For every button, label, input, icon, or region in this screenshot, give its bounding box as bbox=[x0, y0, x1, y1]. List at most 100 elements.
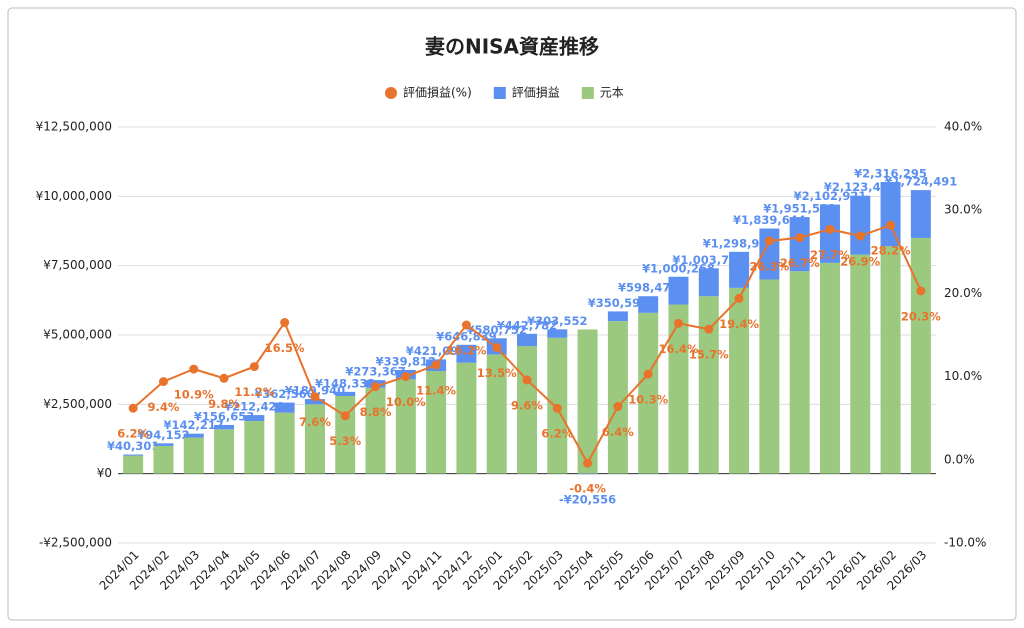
y2-tick-label: -10.0% bbox=[944, 536, 986, 550]
bar-value-label: ¥421,098 bbox=[406, 344, 466, 358]
line-point bbox=[825, 224, 835, 234]
bar bbox=[153, 443, 174, 446]
bar-value-label: ¥2,316,295 bbox=[854, 167, 927, 181]
line-point bbox=[310, 392, 320, 402]
line-point bbox=[673, 318, 683, 328]
line-value-label: 7.6% bbox=[299, 415, 331, 429]
line-value-label: 26.9% bbox=[840, 254, 880, 268]
line-value-label: 6.2% bbox=[541, 427, 573, 441]
bar-value-label: ¥142,217 bbox=[164, 418, 224, 432]
line-value-label: 15.7% bbox=[689, 348, 729, 362]
bar bbox=[183, 437, 204, 474]
line-value-label: 26.7% bbox=[780, 256, 820, 270]
line-value-label: 16.4% bbox=[659, 342, 699, 356]
bar-value-label: ¥303,552 bbox=[527, 314, 587, 328]
bar bbox=[517, 333, 537, 347]
bar-value-label: ¥442,782 bbox=[497, 318, 557, 332]
bar bbox=[880, 246, 901, 474]
y-tick-label: ¥12,500,000 bbox=[36, 120, 112, 134]
y2-tick-label: 40.0% bbox=[944, 120, 982, 134]
bar-value-label: ¥1,839,644 bbox=[733, 213, 806, 227]
bar bbox=[244, 415, 265, 421]
legend-label: 評価損益(%) bbox=[403, 85, 472, 100]
bar bbox=[910, 237, 931, 474]
bar bbox=[668, 276, 689, 305]
line-value-label: 13.5% bbox=[477, 366, 517, 380]
line-point bbox=[371, 382, 381, 392]
line-value-label: 20.3% bbox=[901, 309, 941, 323]
bar bbox=[638, 312, 659, 474]
bar-value-label: ¥189,940 bbox=[285, 384, 345, 398]
bar bbox=[698, 268, 719, 297]
line-value-label: -0.4% bbox=[569, 482, 606, 496]
bar bbox=[365, 387, 386, 474]
line-point bbox=[583, 458, 593, 468]
bar bbox=[577, 473, 598, 475]
bar bbox=[214, 429, 235, 474]
line-value-label: 28.2% bbox=[871, 244, 911, 258]
y2-tick-label: 0.0% bbox=[944, 452, 975, 466]
line-value-label: 10.9% bbox=[174, 388, 214, 402]
bar bbox=[638, 296, 659, 313]
line-point bbox=[189, 364, 199, 374]
bar bbox=[426, 371, 447, 474]
line-point bbox=[734, 293, 744, 303]
line-point bbox=[522, 375, 532, 385]
legend-swatch bbox=[493, 87, 506, 99]
line-point bbox=[552, 403, 562, 413]
bar bbox=[244, 420, 265, 474]
line-point bbox=[158, 377, 168, 387]
y-tick-label: ¥10,000,000 bbox=[36, 189, 112, 203]
bar bbox=[850, 195, 871, 255]
bar bbox=[698, 296, 719, 474]
bar bbox=[304, 399, 325, 405]
bar bbox=[789, 217, 810, 272]
bar-value-label: ¥1,724,491 bbox=[884, 175, 957, 189]
line-value-label: 16.5% bbox=[265, 341, 305, 355]
bar bbox=[668, 304, 689, 474]
bar-value-label: ¥1,003,769 bbox=[672, 253, 745, 267]
bar bbox=[607, 321, 628, 474]
line-value-label: 9.4% bbox=[147, 400, 179, 414]
y2-tick-label: 20.0% bbox=[944, 286, 982, 300]
line-value-label: 11.4% bbox=[416, 383, 456, 397]
bar bbox=[274, 402, 295, 413]
bar bbox=[395, 379, 416, 474]
bar-value-label: ¥2,102,921 bbox=[794, 189, 867, 203]
bar bbox=[729, 287, 750, 474]
line-point bbox=[795, 233, 805, 243]
bar bbox=[335, 396, 356, 474]
bar-value-label: ¥2,123,485 bbox=[824, 180, 897, 194]
bar bbox=[880, 182, 901, 247]
bar-value-label: ¥646,839 bbox=[436, 329, 496, 343]
bar bbox=[183, 433, 204, 438]
line-value-label: 6.4% bbox=[602, 425, 634, 439]
bar-value-label: ¥1,298,975 bbox=[703, 236, 776, 250]
y-tick-label: ¥5,000,000 bbox=[43, 328, 112, 342]
bar bbox=[910, 190, 931, 238]
line-value-label: 6.2% bbox=[117, 427, 149, 441]
bar bbox=[456, 362, 477, 474]
line-value-label: 9.6% bbox=[511, 398, 543, 412]
bar-value-label: ¥362,560 bbox=[254, 387, 314, 401]
bar-value-label: ¥580,752 bbox=[467, 323, 527, 337]
chart-title: 妻のNISA資産推移 bbox=[425, 35, 599, 59]
bar bbox=[274, 412, 295, 474]
line-value-label: 8.8% bbox=[360, 405, 392, 419]
line-value-label: 11.2% bbox=[234, 385, 274, 399]
bar-value-label: ¥1,951,523 bbox=[763, 202, 836, 216]
bar bbox=[517, 346, 537, 474]
line-point bbox=[249, 362, 259, 372]
line-point bbox=[340, 411, 350, 421]
bar-value-label: ¥339,812 bbox=[376, 354, 436, 368]
y-tick-label: -¥2,500,000 bbox=[39, 536, 112, 550]
bar bbox=[486, 354, 507, 474]
bar-value-label: ¥1,000,268 bbox=[642, 261, 715, 275]
line-point bbox=[280, 318, 290, 328]
line-point bbox=[916, 286, 926, 296]
y-tick-label: ¥0 bbox=[97, 466, 112, 480]
line-value-label: 10.3% bbox=[628, 393, 668, 407]
y-tick-label: ¥2,500,000 bbox=[43, 397, 112, 411]
line-value-label: 9.8% bbox=[208, 397, 240, 411]
